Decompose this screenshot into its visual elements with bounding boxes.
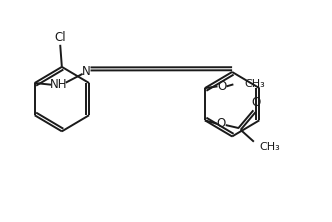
Text: NH: NH [50,78,67,91]
Text: Cl: Cl [54,31,66,44]
Text: O: O [217,80,227,93]
Text: O: O [252,96,261,109]
Text: CH₃: CH₃ [260,142,280,152]
Text: CH₃: CH₃ [244,79,265,89]
Text: O: O [217,117,226,130]
Text: N: N [82,65,91,78]
